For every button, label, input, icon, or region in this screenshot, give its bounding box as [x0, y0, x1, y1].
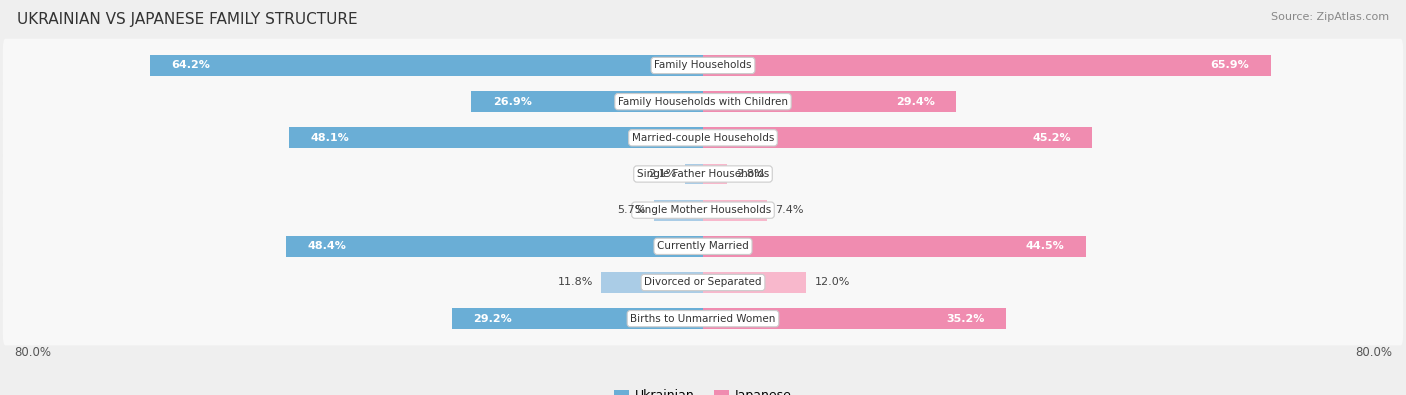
Text: 26.9%: 26.9%	[494, 97, 531, 107]
Text: Family Households with Children: Family Households with Children	[619, 97, 787, 107]
Text: 12.0%: 12.0%	[815, 278, 851, 288]
Text: 29.2%: 29.2%	[472, 314, 512, 324]
Bar	[703, 236, 1087, 257]
Text: 64.2%: 64.2%	[172, 60, 211, 70]
FancyBboxPatch shape	[3, 39, 1403, 92]
Text: Single Father Households: Single Father Households	[637, 169, 769, 179]
Text: Births to Unmarried Women: Births to Unmarried Women	[630, 314, 776, 324]
Text: Source: ZipAtlas.com: Source: ZipAtlas.com	[1271, 12, 1389, 22]
Bar	[703, 127, 1092, 148]
Text: 7.4%: 7.4%	[775, 205, 804, 215]
Text: 80.0%: 80.0%	[1355, 346, 1392, 359]
Text: 44.5%: 44.5%	[1026, 241, 1064, 251]
Bar	[602, 272, 703, 293]
Text: 35.2%: 35.2%	[946, 314, 984, 324]
Bar	[685, 164, 703, 184]
FancyBboxPatch shape	[3, 75, 1403, 128]
FancyBboxPatch shape	[3, 183, 1403, 237]
FancyBboxPatch shape	[3, 256, 1403, 309]
Bar	[451, 308, 703, 329]
FancyBboxPatch shape	[3, 220, 1403, 273]
Bar	[703, 308, 1007, 329]
Text: 11.8%: 11.8%	[557, 278, 593, 288]
Text: 45.2%: 45.2%	[1032, 133, 1071, 143]
Bar	[703, 91, 956, 112]
Text: Family Households: Family Households	[654, 60, 752, 70]
FancyBboxPatch shape	[3, 147, 1403, 201]
Bar	[471, 91, 703, 112]
Legend: Ukrainian, Japanese: Ukrainian, Japanese	[609, 384, 797, 395]
Text: 80.0%: 80.0%	[14, 346, 51, 359]
Text: 5.7%: 5.7%	[617, 205, 645, 215]
Text: Married-couple Households: Married-couple Households	[631, 133, 775, 143]
FancyBboxPatch shape	[3, 111, 1403, 165]
FancyBboxPatch shape	[3, 292, 1403, 346]
Text: 48.1%: 48.1%	[311, 133, 349, 143]
Text: UKRAINIAN VS JAPANESE FAMILY STRUCTURE: UKRAINIAN VS JAPANESE FAMILY STRUCTURE	[17, 12, 357, 27]
Text: Divorced or Separated: Divorced or Separated	[644, 278, 762, 288]
Text: 2.1%: 2.1%	[648, 169, 676, 179]
Bar	[703, 164, 727, 184]
Bar	[288, 127, 703, 148]
Bar	[287, 236, 703, 257]
Bar	[703, 55, 1271, 76]
Bar	[703, 272, 807, 293]
Text: 2.8%: 2.8%	[735, 169, 765, 179]
Bar	[703, 199, 766, 221]
Text: 65.9%: 65.9%	[1211, 60, 1249, 70]
Bar	[150, 55, 703, 76]
Text: 48.4%: 48.4%	[308, 241, 347, 251]
Text: Currently Married: Currently Married	[657, 241, 749, 251]
Text: Single Mother Households: Single Mother Households	[636, 205, 770, 215]
Text: 29.4%: 29.4%	[896, 97, 935, 107]
Bar	[654, 199, 703, 221]
